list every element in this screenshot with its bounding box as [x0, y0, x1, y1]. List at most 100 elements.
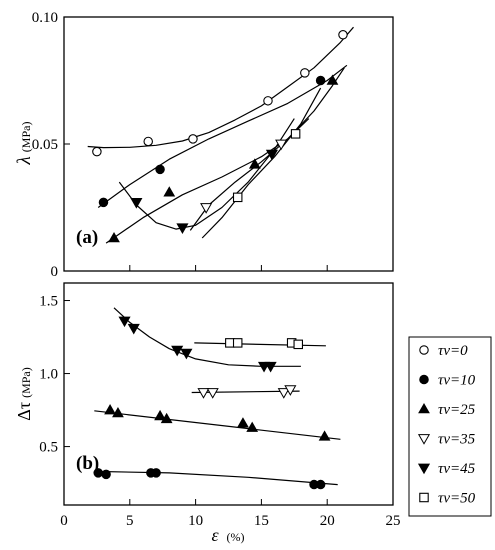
- panel-b-data-point: [127, 323, 140, 335]
- panel-a-data-point: [130, 198, 143, 209]
- xtick-label: 0: [60, 513, 68, 529]
- panel-b-fit-line-4: [113, 307, 301, 367]
- legend-marker-2: [418, 402, 430, 414]
- panel-a-data-point: [92, 146, 102, 157]
- panel-b-data-point: [197, 388, 210, 399]
- panel-a-fit-line-1: [97, 64, 348, 208]
- legend-marker-4: [417, 463, 431, 475]
- panel-b-data-point: [277, 388, 290, 399]
- panel-b-data-point: [206, 388, 219, 399]
- panel-a-ylabel-unit: (MPa): [19, 122, 33, 153]
- panel-b-data-point: [160, 412, 173, 424]
- panel-b: 0.5 1.0 1.5 0 5 10 15 20 25 (b) Δτ (MPa) ε (%): [14, 282, 401, 545]
- legend-label-3: τv=35: [438, 432, 476, 448]
- panel-b-ylabel-unit: (MPa): [19, 367, 33, 398]
- panel-a-fit-curves: [87, 26, 354, 244]
- legend-label-1: τv=10: [438, 373, 476, 389]
- panel-b-data-point: [171, 345, 184, 357]
- x-axis-unit: (%): [227, 530, 245, 544]
- panel-a-data-point: [155, 164, 165, 175]
- panel-b-data-point: [284, 385, 297, 396]
- panel-a-data-point: [290, 129, 301, 139]
- panel-a-ytick-label: 0.05: [32, 137, 58, 153]
- panel-b-fit-curves: [94, 307, 341, 486]
- legend-label-4: τv=45: [438, 461, 476, 477]
- panel-a-data-point: [200, 203, 213, 214]
- panel-b-data-point: [154, 409, 166, 421]
- panel-b-axes: 0.5 1.0 1.5 0 5 10 15 20 25: [39, 294, 400, 529]
- panel-b-fit-line-1: [94, 470, 338, 486]
- legend: τv=0 τv=10 τv=25 τv=35 τv=45 τv=50: [408, 336, 492, 517]
- panel-b-ylabel: Δτ: [14, 402, 34, 421]
- panel-a-data-point: [163, 186, 176, 197]
- panel-b-fit-line-2: [94, 410, 341, 440]
- panel-a: 0 0.05 0.10 (a) λ (MPa): [14, 10, 394, 280]
- panel-b-data-point: [104, 404, 116, 415]
- panel-b-ytick-label: 1.5: [39, 294, 58, 310]
- panel-a-data-point: [108, 231, 120, 243]
- panel-a-data-point: [326, 74, 339, 85]
- panel-b-data-point: [264, 361, 277, 373]
- panel-b-data-point: [232, 338, 243, 348]
- panel-a-y-axis-title: λ (MPa): [14, 122, 35, 166]
- panel-a-ytick-label: 0: [51, 264, 59, 280]
- panel-a-label: (a): [76, 227, 98, 248]
- panel-a-data-point: [315, 75, 326, 86]
- panel-b-data-point: [118, 316, 131, 328]
- legend-label-5: τv=50: [438, 491, 476, 507]
- x-axis-label: ε: [211, 525, 219, 545]
- panel-a-markers: [92, 30, 348, 243]
- panel-a-data-point: [248, 158, 261, 169]
- legend-label-0: τv=0: [438, 343, 468, 359]
- panel-b-data-point: [246, 421, 259, 432]
- panel-b-fit-line-5: [194, 342, 326, 347]
- x-axis-title: ε (%): [211, 525, 244, 545]
- panel-b-data-point: [151, 468, 161, 478]
- legend-box: [408, 336, 492, 517]
- panel-a-fit-line-2: [105, 67, 345, 244]
- xtick-label: 10: [188, 513, 203, 529]
- panel-b-label: (b): [76, 453, 99, 474]
- svg-text:λ(MPa): λ (MPa): [14, 122, 35, 166]
- panel-b-data-point: [237, 417, 249, 428]
- svg-text:Δτ(MPa): Δτ (MPa): [14, 367, 34, 420]
- legend-marker-1: [419, 374, 429, 385]
- panel-a-data-point: [143, 136, 153, 147]
- legend-marker-0: [419, 345, 429, 355]
- legend-marker-5: [419, 492, 429, 503]
- xtick-label: 15: [254, 513, 269, 529]
- panel-a-frame: [63, 16, 394, 272]
- panel-a-data-point: [188, 134, 198, 144]
- panel-a-data-point: [275, 139, 288, 151]
- legend-marker-3: [417, 434, 431, 445]
- panel-b-data-point: [293, 339, 303, 350]
- panel-a-fit-line-0: [87, 26, 354, 149]
- panel-a-data-point: [300, 68, 310, 78]
- legend-items: τv=0 τv=10 τv=25 τv=35 τv=45 τv=50: [417, 343, 476, 507]
- panel-a-data-point: [265, 149, 278, 161]
- xtick-label: 20: [320, 513, 335, 529]
- panel-b-data-point: [225, 338, 235, 348]
- panel-b-data-point: [180, 348, 193, 360]
- panel-a-fit-line-5: [201, 87, 322, 239]
- panel-a-ylabel: λ: [14, 156, 35, 165]
- panel-b-ytick-label: 1.0: [39, 367, 58, 383]
- panel-a-fit-line-4: [118, 118, 295, 230]
- panel-a-data-point: [338, 30, 348, 40]
- panel-a-data-point: [176, 223, 189, 235]
- panel-b-data-point: [101, 469, 111, 480]
- panel-a-axes: 0 0.05 0.10: [32, 10, 394, 280]
- panel-a-ytick-label: 0.10: [32, 10, 58, 26]
- legend-label-2: τv=25: [438, 402, 476, 418]
- panel-b-data-point: [112, 406, 124, 418]
- panel-b-ytick-label: 0.5: [39, 440, 58, 456]
- panel-b-markers: [93, 316, 331, 490]
- panel-a-data-point: [232, 192, 243, 203]
- panel-b-frame: [63, 282, 394, 506]
- panel-a-data-point: [98, 197, 109, 208]
- xtick-label: 25: [386, 513, 401, 529]
- panel-b-data-point: [318, 430, 331, 441]
- panel-b-y-axis-title: Δτ (MPa): [14, 367, 34, 420]
- panel-b-data-point: [315, 479, 326, 490]
- xtick-label: 5: [126, 513, 134, 529]
